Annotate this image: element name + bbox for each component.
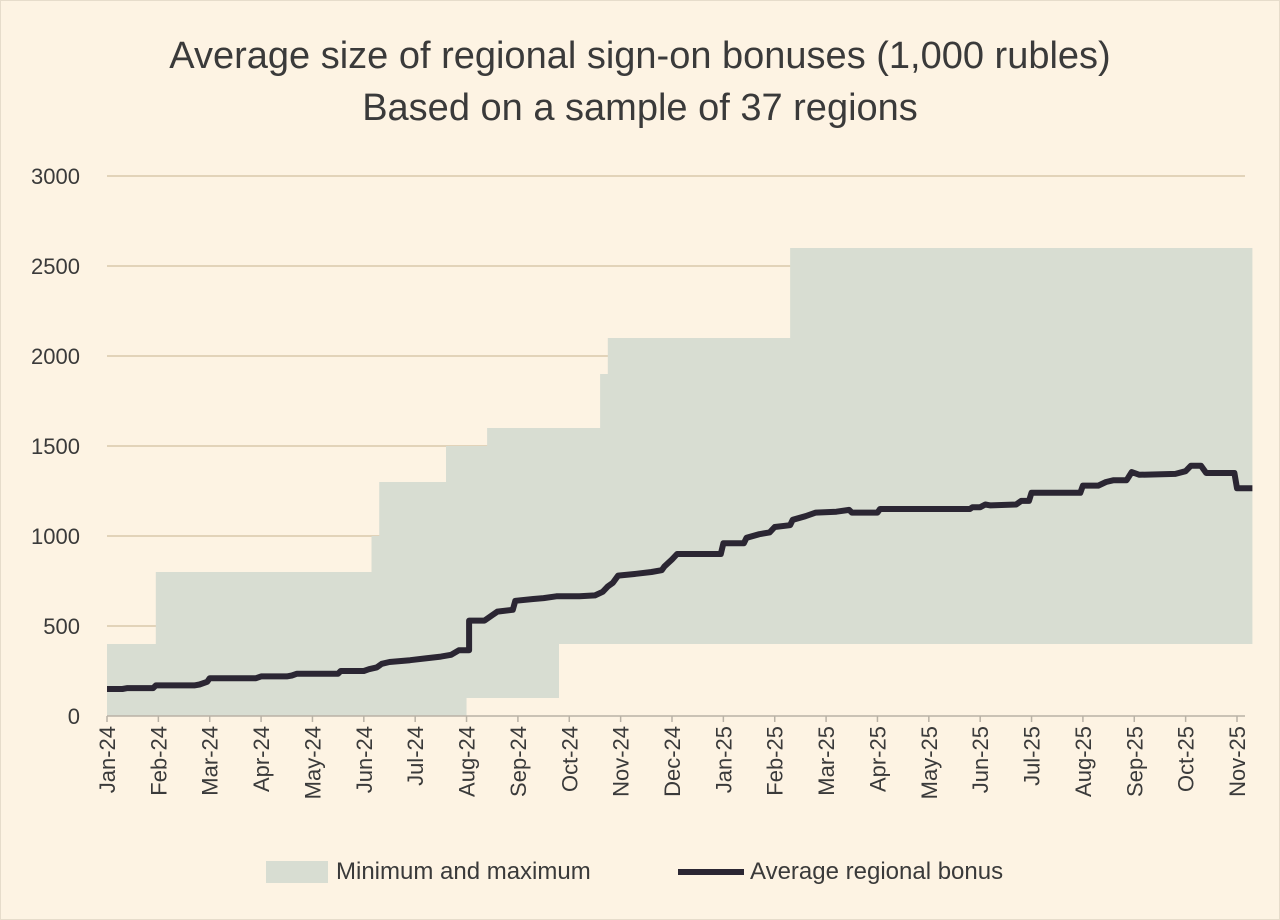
min-max-band: [107, 248, 1253, 716]
x-tick-label-Jan-25: Jan-25: [711, 726, 736, 793]
x-tick-label-Sep-24: Sep-24: [506, 726, 531, 797]
x-tick-label-May-25: May-25: [917, 726, 942, 799]
y-tick-label-500: 500: [43, 614, 80, 639]
legend-swatch-average: [678, 869, 744, 875]
x-tick-label-Apr-25: Apr-25: [865, 726, 890, 792]
legend-label-average: Average regional bonus: [750, 858, 1004, 885]
x-tick-label-Apr-24: Apr-24: [249, 726, 274, 792]
y-tick-label-2000: 2000: [31, 344, 80, 369]
x-tick-label-Feb-24: Feb-24: [146, 726, 171, 796]
chart-legend: Minimum and maximum Average regional bon…: [0, 852, 1280, 892]
y-tick-label-1000: 1000: [31, 524, 80, 549]
x-tick-label-Jun-25: Jun-25: [968, 726, 993, 793]
chart-title-line1: Average size of regional sign-on bonuses…: [169, 35, 1111, 77]
chart-title-line2: Based on a sample of 37 regions: [362, 87, 918, 129]
y-tick-label-0: 0: [68, 704, 80, 729]
average-bonus-line: [107, 462, 1253, 692]
x-tick-label-Oct-25: Oct-25: [1174, 726, 1199, 792]
x-tick-label-Feb-25: Feb-25: [763, 726, 788, 796]
legend-swatch-min-max: [266, 861, 328, 883]
x-tick-label-Nov-25: Nov-25: [1225, 726, 1250, 797]
x-tick-label-Aug-25: Aug-25: [1071, 726, 1096, 797]
x-tick-label-Sep-25: Sep-25: [1122, 726, 1147, 797]
y-tick-label-1500: 1500: [31, 434, 80, 459]
x-tick-label-Jul-25: Jul-25: [1020, 726, 1045, 786]
x-tick-label-Jun-24: Jun-24: [352, 726, 377, 793]
x-tick-label-Jul-24: Jul-24: [403, 726, 428, 786]
x-tick-label-Dec-24: Dec-24: [660, 726, 685, 797]
x-tick-label-Aug-24: Aug-24: [455, 726, 480, 797]
x-tick-label-Mar-24: Mar-24: [198, 726, 223, 796]
chart-title: Average size of regional sign-on bonuses…: [0, 30, 1280, 134]
x-tick-label-Nov-24: Nov-24: [609, 726, 634, 797]
y-tick-label-3000: 3000: [31, 164, 80, 189]
x-tick-label-Jan-24: Jan-24: [95, 726, 120, 793]
x-tick-label-Oct-24: Oct-24: [557, 726, 582, 792]
legend-label-min-max: Minimum and maximum: [336, 858, 591, 885]
y-tick-label-2500: 2500: [31, 254, 80, 279]
x-tick-label-May-24: May-24: [300, 726, 325, 799]
x-tick-label-Mar-25: Mar-25: [814, 726, 839, 796]
